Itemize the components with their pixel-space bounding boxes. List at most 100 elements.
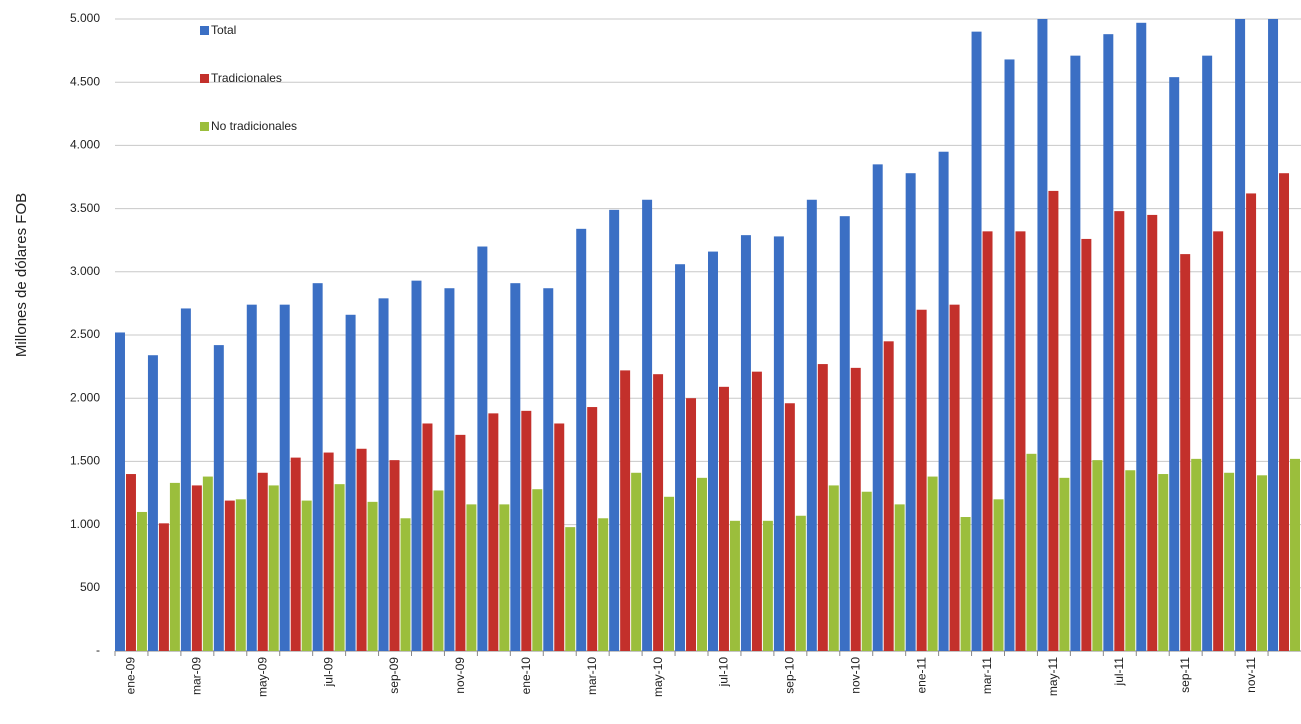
- bar: [565, 527, 576, 651]
- x-tick-label: may-09: [255, 657, 269, 697]
- bar: [773, 236, 784, 651]
- bar: [422, 423, 433, 651]
- bar: [488, 413, 499, 651]
- bar: [235, 499, 246, 651]
- bar: [905, 173, 916, 651]
- bar: [532, 489, 543, 651]
- bar: [1081, 238, 1092, 651]
- bar: [664, 496, 675, 651]
- y-tick-label: 2.500: [70, 327, 100, 341]
- x-tick-label: ene-09: [124, 657, 138, 695]
- bar: [378, 298, 389, 651]
- x-tick-label: sep-11: [1178, 657, 1192, 693]
- bar: [894, 504, 905, 651]
- bar: [1268, 19, 1279, 651]
- x-tick-label: may-10: [651, 657, 665, 697]
- bar: [828, 485, 839, 651]
- y-axis-title: Millones de dólares FOB: [13, 193, 30, 357]
- bar: [312, 283, 323, 651]
- bar: [1180, 254, 1191, 651]
- bar: [1257, 475, 1268, 651]
- bar: [795, 515, 806, 651]
- bar: [1059, 477, 1070, 651]
- bar: [697, 477, 707, 651]
- bar: [115, 332, 125, 651]
- bar: [1004, 59, 1015, 651]
- bar: [620, 370, 631, 651]
- bar: [784, 403, 795, 651]
- bar: [323, 452, 334, 651]
- bar: [949, 304, 960, 651]
- bar: [1279, 173, 1290, 651]
- bar: [861, 491, 872, 651]
- bar: [587, 407, 598, 651]
- y-tick-label: 500: [80, 580, 100, 594]
- bar: [1202, 55, 1213, 651]
- bar: [554, 423, 565, 651]
- bar: [202, 476, 213, 651]
- bar: [653, 374, 664, 651]
- bar: [279, 304, 290, 651]
- bar: [356, 448, 367, 651]
- y-tick-label: 3.000: [70, 264, 100, 278]
- bar: [477, 246, 488, 651]
- bar: [729, 520, 740, 651]
- bar: [521, 410, 532, 651]
- bar: [916, 309, 927, 651]
- bar: [1169, 77, 1180, 652]
- bar: [191, 485, 202, 651]
- y-tick-label: -: [96, 643, 100, 657]
- bar: [136, 511, 147, 651]
- bar: [960, 517, 971, 651]
- bar: [1136, 22, 1147, 652]
- bar: [938, 151, 949, 651]
- bar: [971, 31, 982, 651]
- y-tick-label: 3.500: [70, 201, 100, 215]
- bar: [982, 231, 993, 652]
- x-tick-label: mar-09: [190, 657, 204, 695]
- bar: [751, 371, 762, 651]
- bar: [257, 472, 268, 651]
- bar: [1290, 458, 1300, 651]
- bar: [268, 485, 279, 651]
- y-tick-label: 1.500: [70, 454, 100, 468]
- bar: [806, 199, 817, 651]
- bar: [642, 199, 653, 651]
- bar: [1015, 231, 1026, 652]
- y-tick-label: 5.000: [70, 11, 100, 25]
- legend-swatch: [200, 122, 209, 131]
- bar: [1070, 55, 1081, 651]
- bar: [850, 367, 861, 651]
- bar: [411, 280, 422, 651]
- bar: [631, 472, 642, 651]
- bar: [927, 476, 938, 651]
- bar: [510, 283, 521, 651]
- bar: [686, 398, 697, 651]
- bar: [708, 251, 718, 652]
- bar: [543, 288, 554, 651]
- bar: [740, 235, 751, 652]
- bar: [367, 501, 378, 651]
- x-tick-label: sep-09: [387, 657, 401, 694]
- bar: [125, 474, 136, 651]
- bar: [1235, 19, 1246, 651]
- x-tick-label: jul-09: [321, 657, 335, 688]
- bar: [400, 518, 411, 651]
- legend-label: Tradicionales: [211, 71, 282, 85]
- bar: [1213, 231, 1224, 652]
- bar: [444, 288, 455, 651]
- x-tick-label: mar-11: [980, 657, 994, 694]
- y-tick-label: 4.500: [70, 74, 100, 88]
- bar: [158, 523, 169, 651]
- y-tick-label: 4.000: [70, 138, 100, 152]
- bar: [762, 520, 773, 651]
- bar: [246, 304, 257, 651]
- bar: [345, 314, 356, 651]
- x-tick-label: ene-10: [519, 657, 533, 695]
- x-tick-label: jul-10: [717, 657, 731, 688]
- x-tick-label: mar-10: [585, 657, 599, 695]
- x-tick-label: nov-10: [848, 657, 862, 694]
- bar: [1037, 19, 1048, 651]
- bar: [147, 355, 158, 651]
- bar: [675, 264, 686, 651]
